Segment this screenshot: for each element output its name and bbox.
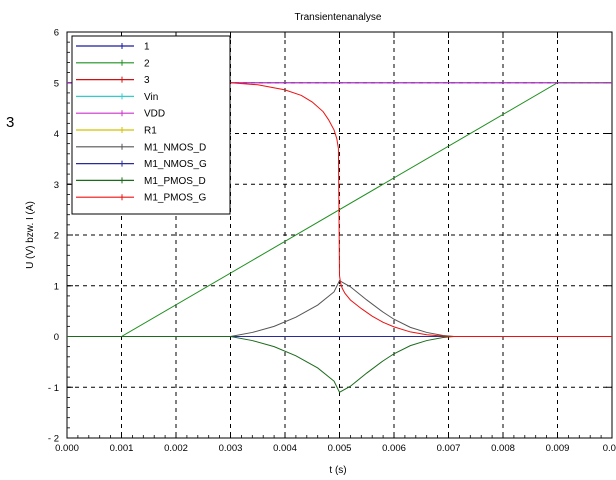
series-line-m1-nmos-d	[67, 279, 612, 337]
legend-label: 1	[144, 42, 150, 53]
y-tick-label: - 2	[48, 434, 59, 445]
x-tick-label: 0.003	[219, 443, 243, 454]
stray-label: 3	[6, 114, 15, 131]
y-tick-label: - 1	[48, 383, 59, 394]
series-layer	[67, 82, 612, 394]
y-tick-label: 6	[54, 28, 59, 39]
legend-label: M1_PMOS_G	[144, 193, 206, 204]
x-tick-label: 0.002	[164, 443, 188, 454]
legend-label: VDD	[144, 109, 165, 120]
legend-label: 3	[144, 75, 150, 86]
legend-label: R1	[144, 126, 157, 137]
legend-label: Vin	[144, 92, 158, 103]
x-tick-label: 0.01	[603, 443, 616, 454]
x-tick-label: 0.000	[55, 443, 79, 454]
legend-label: M1_NMOS_D	[144, 142, 206, 153]
x-tick-label: 0.005	[328, 443, 352, 454]
x-tick-label: 0.004	[273, 443, 297, 454]
legend-label: M1_NMOS_G	[144, 159, 207, 170]
series-line-m1-pmos-d	[67, 336, 612, 394]
series-line-m1-pmos-g	[230, 82, 612, 337]
x-tick-label: 0.006	[382, 443, 406, 454]
x-axis-label: t (s)	[329, 465, 346, 476]
x-tick-label: 0.001	[110, 443, 134, 454]
y-tick-label: 3	[54, 180, 59, 191]
y-tick-label: 2	[54, 231, 59, 242]
chart-title: Transientenanalyse	[295, 12, 382, 23]
axis-ticks: 0.000 0.001 0.002 0.003 0.004 0.005 0.006 0.007…	[48, 28, 616, 455]
y-tick-label: 1	[54, 281, 59, 292]
y-tick-label: 4	[54, 129, 59, 140]
x-tick-label: 0.008	[491, 443, 515, 454]
x-tick-label: 0.007	[437, 443, 461, 454]
legend: 1 2 3 Vin VDD R1 M1_NMOS_D M1_NMOS_G M1_PMOS_D M1…	[71, 35, 231, 215]
legend-box	[71, 35, 231, 215]
legend-label: 2	[144, 58, 150, 69]
x-tick-label: 0.009	[546, 443, 570, 454]
y-tick-label: 5	[54, 78, 59, 89]
y-tick-label: 0	[54, 332, 59, 343]
y-axis-label: U (V) bzw. I (A)	[25, 201, 36, 269]
legend-label: M1_PMOS_D	[144, 176, 206, 187]
